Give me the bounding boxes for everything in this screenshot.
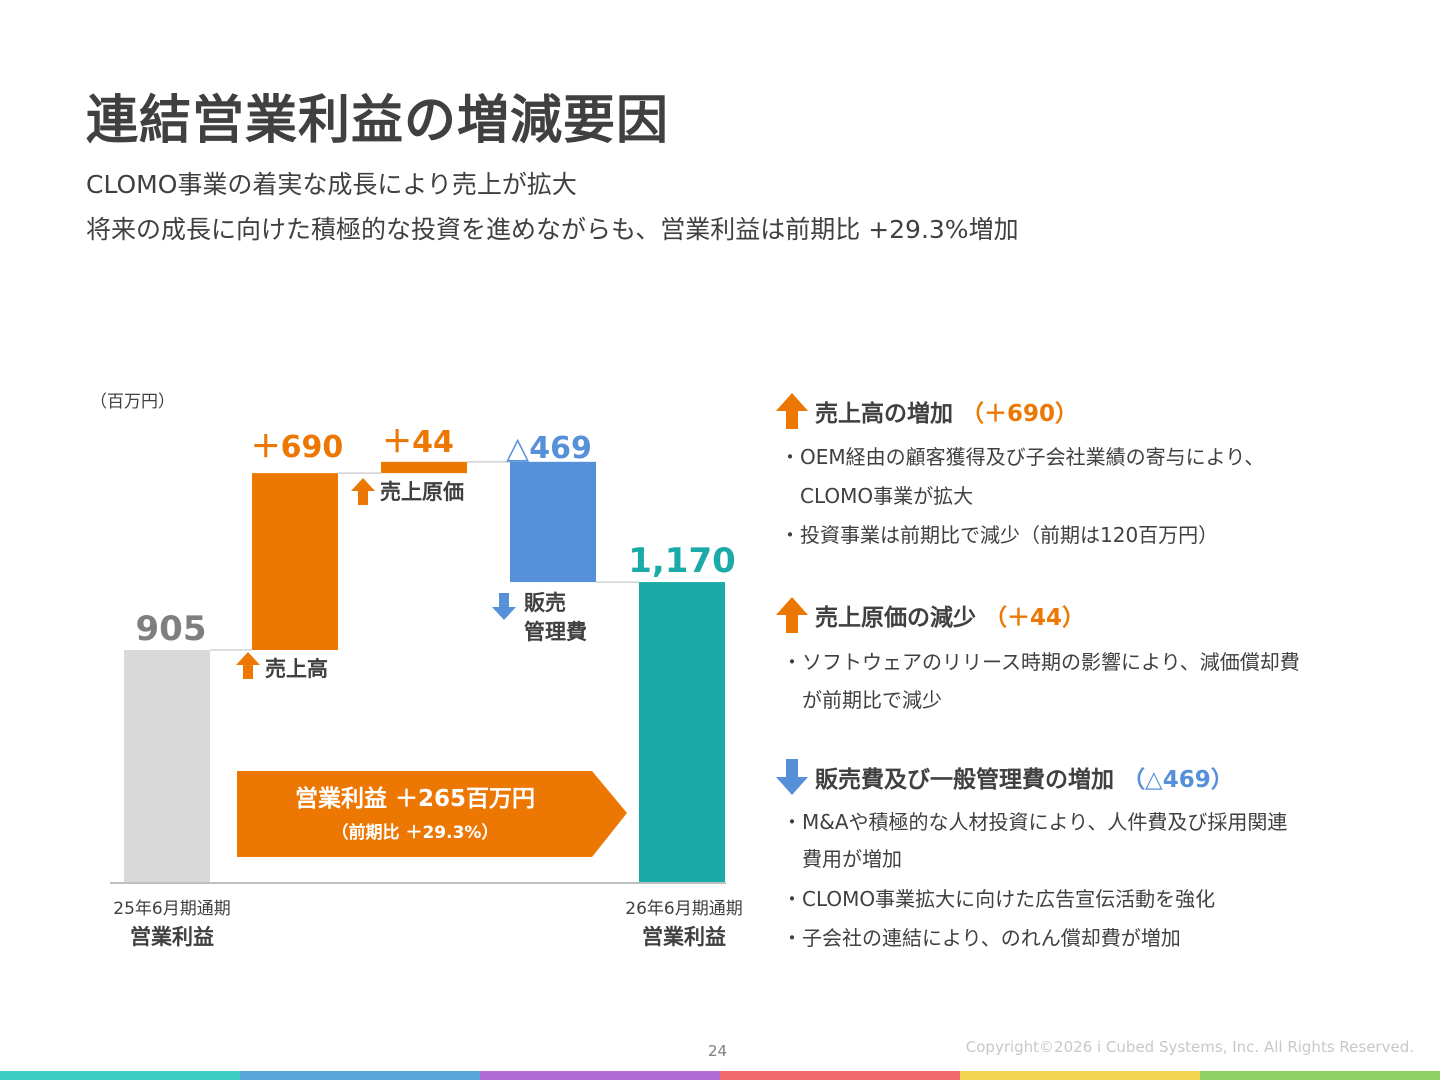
stripe-segment bbox=[1200, 1071, 1440, 1080]
stripe-segment bbox=[960, 1071, 1200, 1080]
explanation-line: ・OEM経由の顧客獲得及び子会社業績の寄与により、 bbox=[780, 445, 1265, 469]
explanation-line: ・CLOMO事業拡大に向けた広告宣伝活動を強化 bbox=[782, 887, 1216, 911]
step-label-sga-line1: 販売 bbox=[524, 591, 566, 615]
explanation-line: ・ソフトウェアのリリース時期の影響により、減価償却費 bbox=[782, 650, 1300, 674]
bar-3 bbox=[381, 461, 467, 474]
callout-line-2: （前期比 ＋29.3%） bbox=[332, 822, 499, 843]
bar-2 bbox=[252, 473, 338, 650]
callout-arrow bbox=[237, 771, 627, 857]
up-arrow-icon bbox=[776, 597, 808, 633]
x-tick-label-start-top: 25年6月期通期 bbox=[113, 899, 230, 919]
explanation-heading-text: 売上原価の減少 bbox=[815, 605, 976, 631]
explanation-line: 費用が増加 bbox=[782, 847, 902, 871]
value-label-sga: △469 bbox=[506, 431, 592, 466]
unit-label: （百万円） bbox=[90, 392, 175, 412]
stripe-segment bbox=[240, 1071, 480, 1080]
explanation-line: が前期比で減少 bbox=[782, 688, 942, 712]
up-arrow-icon bbox=[236, 652, 260, 679]
stripe-segment bbox=[720, 1071, 960, 1080]
up-arrow-icon bbox=[351, 478, 375, 505]
bar-5 bbox=[639, 582, 725, 882]
bar-1 bbox=[124, 650, 210, 882]
stripe-segment bbox=[0, 1071, 240, 1080]
explanation-heading-text: 売上高の増加 bbox=[815, 401, 953, 427]
x-tick-label-start-bottom: 営業利益 bbox=[130, 925, 214, 949]
bar-4 bbox=[510, 461, 596, 583]
explanation-heading-3: 販売費及び一般管理費の増加 （△469） bbox=[775, 758, 1234, 796]
down-arrow-icon bbox=[776, 759, 808, 795]
page-title: 連結営業利益の増減要因 bbox=[86, 91, 670, 151]
subtitle-line-2: 将来の成長に向けた積極的な投資を進めながらも、営業利益は前期比 +29.3%増加 bbox=[86, 215, 1019, 244]
footer-color-stripe bbox=[0, 1071, 1440, 1080]
value-label-cogs: ＋44 bbox=[382, 425, 454, 460]
explanation-line: ・M&Aや積極的な人材投資により、人件費及び採用関連 bbox=[782, 810, 1288, 834]
copyright-notice: Copyright©2026 i Cubed Systems, Inc. All… bbox=[965, 1038, 1414, 1056]
explanation-line: ・投資事業は前期比で減少（前期は120百万円） bbox=[780, 523, 1219, 547]
value-label-start: 905 bbox=[136, 609, 207, 649]
explanation-value: （△469） bbox=[1122, 767, 1234, 793]
stripe-segment bbox=[480, 1071, 720, 1080]
up-arrow-icon bbox=[776, 393, 808, 429]
explanation-heading-2: 売上原価の減少 （＋44） bbox=[775, 596, 1085, 634]
down-arrow-icon bbox=[492, 593, 516, 620]
step-label-sga-line2: 管理費 bbox=[524, 620, 587, 644]
step-label-cogs: 売上原価 bbox=[380, 480, 464, 504]
subtitle-line-1: CLOMO事業の着実な成長により売上が拡大 bbox=[86, 170, 577, 199]
explanation-heading-1: 売上高の増加 （＋690） bbox=[775, 392, 1078, 430]
explanation-value: （＋44） bbox=[984, 605, 1086, 631]
x-tick-label-end-bottom: 営業利益 bbox=[642, 925, 726, 949]
page-number: 24 bbox=[708, 1042, 728, 1060]
x-tick-label-end-top: 26年6月期通期 bbox=[625, 899, 742, 919]
explanation-value: （＋690） bbox=[961, 401, 1079, 427]
step-label-sales: 売上高 bbox=[265, 657, 328, 681]
callout-line-1: 営業利益 ＋265百万円 bbox=[295, 785, 535, 812]
value-label-sales: ＋690 bbox=[251, 430, 344, 465]
explanation-line: CLOMO事業が拡大 bbox=[780, 484, 974, 508]
explanation-heading-text: 販売費及び一般管理費の増加 bbox=[815, 767, 1114, 793]
explanation-line: ・子会社の連結により、のれん償却費が増加 bbox=[782, 926, 1181, 950]
value-label-end: 1,170 bbox=[628, 541, 736, 581]
